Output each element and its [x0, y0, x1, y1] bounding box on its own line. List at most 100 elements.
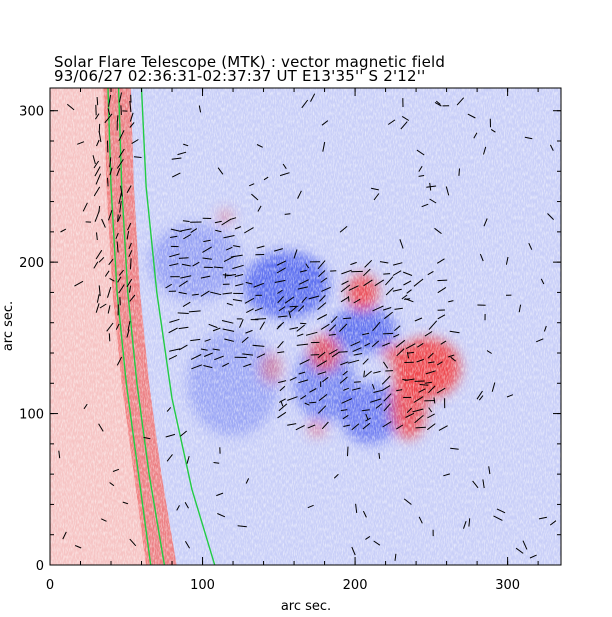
field-vector [524, 136, 533, 140]
field-vector [256, 353, 266, 359]
field-vector [339, 226, 348, 233]
field-vector [437, 279, 448, 282]
field-vector [347, 359, 360, 364]
field-vector [353, 298, 361, 304]
grain-overlay [50, 88, 561, 565]
field-vector [317, 371, 327, 375]
field-vector [437, 286, 447, 294]
field-vector [116, 241, 119, 253]
field-vector [340, 296, 350, 303]
field-vector [342, 414, 349, 420]
field-vector [245, 478, 250, 484]
field-vector [287, 423, 297, 426]
field-vector [277, 315, 288, 318]
field-vector [108, 333, 111, 342]
field-vector [318, 394, 328, 402]
field-vector [96, 139, 100, 147]
field-vector [225, 246, 233, 251]
field-vector [204, 338, 211, 342]
field-vector [237, 525, 247, 528]
field-vector [378, 452, 381, 459]
field-vector [350, 341, 361, 347]
field-vector [256, 144, 263, 148]
field-vector [403, 271, 413, 276]
field-vector [418, 516, 423, 524]
field-vector [179, 430, 188, 437]
field-vector [317, 260, 326, 270]
field-vector [178, 291, 187, 295]
field-vector [543, 325, 547, 332]
field-vector [490, 128, 496, 133]
field-vector [126, 329, 130, 338]
field-vector [203, 239, 211, 243]
x-tick-label: 200 [343, 578, 368, 593]
field-vector [180, 228, 192, 232]
field-vector [415, 426, 426, 429]
field-vector [254, 307, 263, 312]
field-vector [328, 349, 338, 355]
field-vector [383, 393, 392, 402]
field-vector [549, 144, 554, 151]
y-tick-label: 300 [19, 105, 44, 120]
field-vector [427, 413, 435, 419]
field-vector [118, 269, 124, 276]
field-vector [186, 455, 190, 464]
field-vector [434, 101, 442, 107]
field-vector [414, 415, 424, 424]
field-vector [96, 232, 98, 241]
field-vector [108, 94, 112, 107]
field-vector [200, 275, 211, 279]
field-vector [364, 342, 371, 347]
field-vector [433, 397, 436, 404]
field-vector [353, 353, 363, 356]
field-vectors [58, 92, 557, 561]
field-vector [116, 159, 124, 169]
field-vector [120, 105, 122, 116]
x-tick-label: 100 [190, 578, 215, 593]
y-tick-label: 0 [36, 559, 44, 574]
field-vector [116, 168, 121, 177]
field-vector [278, 398, 286, 403]
y-tick-label: 100 [19, 408, 44, 423]
field-vector [126, 231, 130, 240]
field-vector [458, 168, 460, 176]
field-vector [106, 322, 114, 332]
field-vector [529, 554, 537, 559]
field-vector [131, 139, 139, 145]
field-vector [66, 103, 75, 111]
field-vector [278, 380, 287, 384]
field-vector [298, 371, 306, 375]
field-vector [178, 280, 188, 287]
field-vector [244, 227, 254, 234]
field-vector [362, 422, 371, 430]
field-vector [176, 505, 180, 511]
field-vector [92, 155, 96, 165]
field-vector [299, 279, 309, 285]
field-vector [343, 317, 352, 320]
field-vector [317, 405, 327, 414]
field-vector [93, 160, 100, 169]
field-vector [277, 296, 284, 304]
field-vector [383, 273, 391, 275]
field-vector [363, 279, 373, 287]
field-vector [249, 183, 255, 187]
field-vector [328, 324, 337, 332]
field-vector [341, 280, 349, 285]
field-vector [328, 333, 336, 336]
field-vector [394, 307, 403, 310]
field-vector [343, 387, 350, 391]
field-vector [107, 108, 111, 116]
x-tick-label: 0 [46, 578, 54, 593]
field-vector [496, 508, 506, 514]
field-vector [200, 290, 210, 297]
field-vector [473, 132, 478, 139]
field-vector [443, 473, 451, 477]
field-vector [221, 320, 234, 324]
field-vector [129, 100, 132, 112]
field-vector [373, 389, 384, 393]
field-vector [109, 277, 115, 282]
field-vector [435, 100, 441, 105]
field-vector [284, 296, 295, 304]
field-vector [382, 421, 392, 428]
field-vector [478, 395, 484, 401]
